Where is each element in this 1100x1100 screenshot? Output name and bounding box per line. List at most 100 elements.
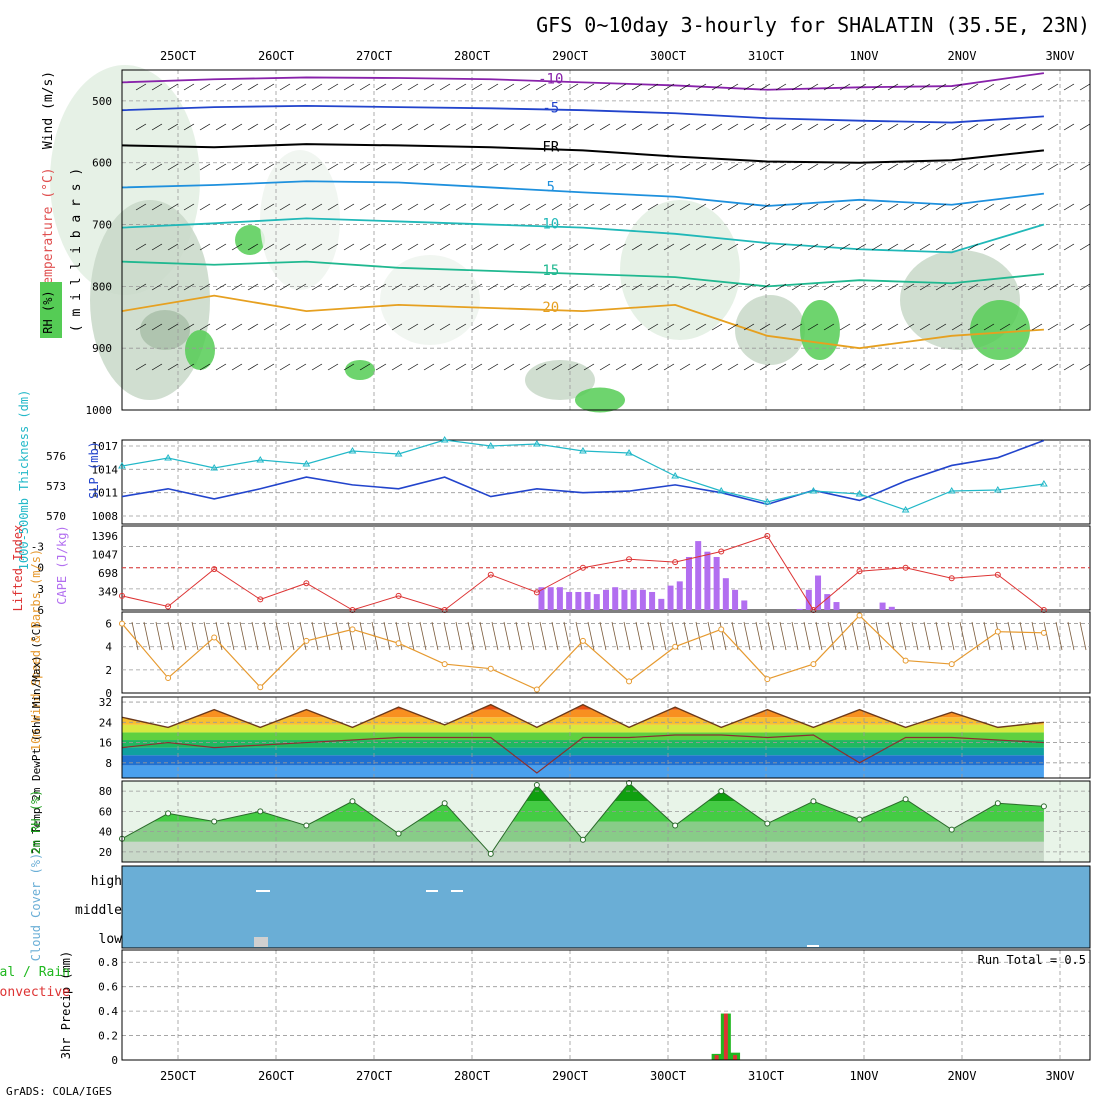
wind-barb: [1079, 323, 1091, 331]
surface-wind-barb: [875, 621, 883, 651]
wind-barb: [375, 83, 387, 91]
wind-speed-marker: [810, 661, 817, 668]
wind-barb: [983, 283, 995, 291]
wind-barb: [423, 323, 435, 331]
x-tick-label-bottom: 3NOV: [1046, 1069, 1075, 1083]
surface-wind-barb: [263, 621, 271, 651]
temp-axis-label: 2m Temp 2m DewPt (6hr Min/Max) (°C): [30, 622, 43, 854]
wind-barb: [263, 363, 275, 371]
wind-barb: [791, 163, 803, 171]
wind-barb: [135, 363, 147, 371]
wind-barb: [247, 243, 259, 251]
isotherm--10: [121, 72, 1045, 91]
wind-barb: [711, 243, 723, 251]
wind-barb: [679, 203, 691, 211]
isotherm-20: [121, 294, 1044, 350]
wind-barb: [823, 363, 835, 371]
wind-barb: [967, 123, 979, 131]
wind-barb: [407, 83, 419, 91]
cloud-mark: [426, 890, 438, 892]
footer-credit: GrADS: COLA/IGES: [6, 1085, 112, 1098]
surface-wind-barb: [707, 621, 715, 651]
rh-marker: [165, 810, 172, 817]
wind-barb: [343, 83, 355, 91]
wind-barb: [327, 123, 339, 131]
surface-wind-barb: [443, 621, 451, 651]
surface-wind-barb: [923, 621, 931, 651]
rh-axis-label: RH (%): [41, 290, 55, 333]
wind-barb: [183, 163, 195, 171]
wind-barb: [727, 203, 739, 211]
wind-barb: [359, 363, 371, 371]
rh-axis-label: 2m RH (%): [29, 789, 43, 854]
wind-barb: [343, 363, 355, 371]
wind-barb: [951, 123, 963, 131]
cloud-level-label: middle: [75, 903, 122, 918]
wind-barb: [391, 123, 403, 131]
surface-wind-barb: [635, 621, 643, 651]
wind-barb: [263, 83, 275, 91]
temp-tick-label: 32: [99, 696, 112, 709]
surface-wind-barb: [551, 621, 559, 651]
x-tick-label-top: 26OCT: [258, 49, 294, 63]
wind-barb: [167, 363, 179, 371]
thickness-marker: [763, 498, 772, 505]
wind-speed-marker: [902, 657, 909, 664]
thickness-line: [121, 439, 1044, 511]
thickness-marker: [118, 462, 126, 469]
rh-marker: [303, 822, 310, 829]
temp-band: [122, 717, 1044, 725]
wind-barb: [183, 363, 195, 371]
wind-barb: [1079, 283, 1091, 291]
wind-barb: [967, 283, 979, 291]
wind-barb: [791, 123, 803, 131]
cape-bar: [667, 585, 674, 610]
pressure-tick-label: 800: [92, 280, 112, 293]
wind-barb: [983, 123, 995, 131]
surface-wind-barb: [347, 621, 355, 651]
surface-wind-barb: [695, 621, 703, 651]
wind-barb: [727, 243, 739, 251]
wind-barb: [183, 323, 195, 331]
wind-frame: [121, 611, 1091, 694]
wind-barb: [743, 123, 755, 131]
wind-barb: [935, 203, 947, 211]
rh-shading: [260, 150, 340, 290]
wind-barb: [679, 323, 691, 331]
precip-tick-label: 0.6: [98, 981, 118, 994]
surface-wind-barb: [1067, 621, 1075, 651]
x-tick-label-bottom: 27OCT: [356, 1069, 392, 1083]
surface-wind-barb: [419, 621, 427, 651]
wind-barb: [615, 123, 627, 131]
rh-shading: [235, 225, 265, 255]
wind-barb: [1031, 283, 1043, 291]
wind-barb: [1015, 83, 1027, 91]
wind-barb: [471, 363, 483, 371]
rh-frame: [121, 780, 1091, 863]
wind-barb: [455, 363, 467, 371]
wind-barb: [279, 243, 291, 251]
wind-barb: [695, 243, 707, 251]
cape-bar: [713, 556, 720, 610]
wind-barb: [519, 363, 531, 371]
temperature-axis-label: Temperature (°C): [41, 167, 56, 292]
wind-barb: [1047, 163, 1059, 171]
wind-barb: [599, 123, 611, 131]
cape-bar: [566, 591, 573, 610]
x-tick-label-bottom: 29OCT: [552, 1069, 588, 1083]
temp-frame: [121, 696, 1091, 779]
wind-barb: [375, 163, 387, 171]
wind-speed-marker: [119, 620, 125, 627]
wind-barb: [551, 163, 563, 171]
wind-barb: [871, 123, 883, 131]
surface-wind-barb: [359, 621, 367, 651]
wind-barb: [343, 123, 355, 131]
wind-barb: [567, 243, 579, 251]
wind-barb: [807, 203, 819, 211]
wind-barb: [1047, 123, 1059, 131]
cape-bar: [630, 589, 637, 610]
wind-barb: [199, 83, 211, 91]
wind-barb: [407, 283, 419, 291]
wind-barb: [999, 123, 1011, 131]
wind-barb: [871, 243, 883, 251]
